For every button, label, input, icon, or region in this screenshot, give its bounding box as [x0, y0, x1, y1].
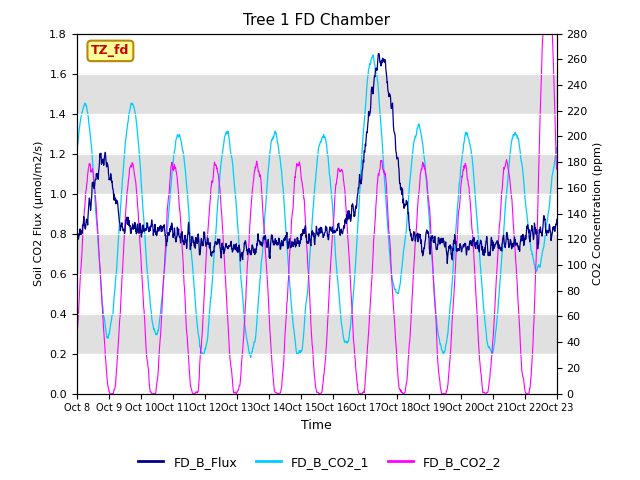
- FD_B_CO2_2: [295, 160, 303, 166]
- FD_B_CO2_2: [540, 27, 548, 33]
- FD_B_CO2_1: [110, 297, 118, 302]
- Bar: [77, 193, 557, 234]
- FD_B_Flux: [73, 227, 81, 232]
- Text: TZ_fd: TZ_fd: [91, 44, 129, 58]
- Bar: [77, 34, 557, 73]
- Line: FD_B_Flux: FD_B_Flux: [77, 54, 557, 264]
- Bar: [77, 73, 557, 114]
- Bar: [77, 313, 557, 354]
- Bar: [77, 114, 557, 154]
- FD_B_CO2_2: [287, 240, 294, 245]
- Y-axis label: CO2 Concentration (ppm): CO2 Concentration (ppm): [593, 142, 604, 285]
- FD_B_CO2_1: [73, 146, 81, 152]
- Bar: [77, 274, 557, 313]
- FD_B_CO2_1: [296, 348, 303, 353]
- FD_B_CO2_2: [73, 330, 81, 336]
- FD_B_Flux: [346, 212, 354, 217]
- Line: FD_B_CO2_2: FD_B_CO2_2: [77, 30, 557, 394]
- Title: Tree 1 FD Chamber: Tree 1 FD Chamber: [243, 13, 390, 28]
- Legend: FD_B_Flux, FD_B_CO2_1, FD_B_CO2_2: FD_B_Flux, FD_B_CO2_1, FD_B_CO2_2: [133, 451, 507, 474]
- FD_B_CO2_2: [553, 167, 561, 172]
- FD_B_CO2_1: [130, 103, 138, 109]
- FD_B_CO2_2: [110, 387, 118, 393]
- FD_B_CO2_2: [346, 268, 354, 274]
- FD_B_CO2_1: [277, 163, 285, 168]
- FD_B_CO2_1: [369, 52, 377, 58]
- FD_B_CO2_2: [355, 391, 363, 396]
- FD_B_Flux: [130, 223, 138, 228]
- Bar: [77, 354, 557, 394]
- FD_B_CO2_2: [130, 164, 138, 170]
- FD_B_CO2_1: [553, 145, 561, 151]
- FD_B_Flux: [374, 51, 382, 57]
- Y-axis label: Soil CO2 Flux (μmol/m2/s): Soil CO2 Flux (μmol/m2/s): [34, 141, 44, 286]
- FD_B_Flux: [287, 245, 294, 251]
- Line: FD_B_CO2_1: FD_B_CO2_1: [77, 55, 557, 357]
- X-axis label: Time: Time: [301, 419, 332, 432]
- FD_B_CO2_1: [247, 354, 255, 360]
- FD_B_CO2_1: [287, 292, 294, 298]
- FD_B_Flux: [110, 197, 118, 203]
- FD_B_Flux: [553, 216, 561, 222]
- FD_B_Flux: [444, 261, 451, 266]
- FD_B_Flux: [295, 238, 303, 244]
- Bar: [77, 154, 557, 193]
- FD_B_Flux: [276, 246, 284, 252]
- FD_B_CO2_1: [346, 325, 354, 331]
- FD_B_CO2_2: [276, 390, 284, 396]
- Bar: [77, 234, 557, 274]
